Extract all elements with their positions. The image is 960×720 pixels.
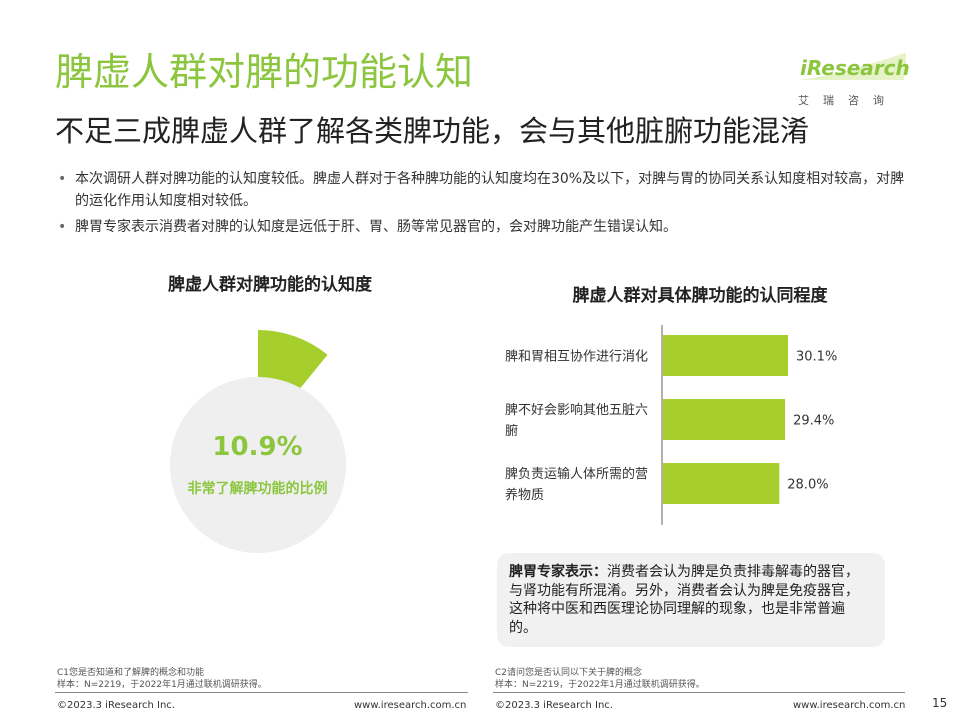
logo-cn-text: 艾瑞咨询 bbox=[798, 94, 898, 107]
bar-category-label: 养物质 bbox=[505, 487, 544, 503]
summary-bullets: 本次调研人群对脾功能的认知度较低。脾虚人群对于各种脾功能的认知度均在30%及以下… bbox=[55, 168, 915, 242]
page-number: 15 bbox=[932, 696, 948, 710]
right-chart-title: 脾虚人群对具体脾功能的认同程度 bbox=[572, 286, 828, 306]
pie-caption: 非常了解脾功能的比例 bbox=[187, 481, 328, 497]
logo-swoosh bbox=[798, 52, 906, 80]
quote-lead: 脾胃专家表示： bbox=[509, 564, 607, 580]
bar-category-label: 脾不好会影响其他五脏六 bbox=[505, 402, 648, 418]
footer-website-left: www.iresearch.com.cn bbox=[354, 700, 467, 711]
bar-value-label: 29.4% bbox=[793, 414, 834, 429]
awareness-pie-chart bbox=[170, 330, 346, 553]
bar-1 bbox=[663, 399, 786, 440]
left-chart-title: 脾虚人群对脾功能的认知度 bbox=[168, 275, 372, 295]
footer-copyright-right: ©2023.3 iResearch Inc. bbox=[495, 700, 613, 711]
bullet-item: 脾胃专家表示消费者对脾的认知度是远低于肝、胃、肠等常见器官的，会对脾功能产生错误… bbox=[55, 216, 915, 238]
quote-body: 消费者会认为脾是负责排毒解毒的器官，与肾功能有所混淆。另外，消费者会认为脾是免疫… bbox=[509, 564, 859, 636]
footer-divider-right bbox=[493, 692, 905, 693]
left-question-note: C1您是否知道和了解脾的概念和功能 bbox=[57, 668, 205, 678]
expert-quote-box: 脾胃专家表示：消费者会认为脾是负责排毒解毒的器官，与肾功能有所混淆。另外，消费者… bbox=[497, 553, 885, 647]
logo-text: iResearch bbox=[800, 56, 910, 80]
bar-value-label: 30.1% bbox=[796, 350, 837, 365]
left-sample-note: 样本：N=2219，于2022年1月通过联机调研获得。 bbox=[57, 680, 267, 690]
right-sample-note: 样本：N=2219，于2022年1月通过联机调研获得。 bbox=[495, 680, 705, 690]
footer-website-right: www.iresearch.com.cn bbox=[793, 700, 906, 711]
pie-slice-remainder-cover bbox=[170, 377, 346, 553]
bar-category-label: 脾和胃相互协作进行消化 bbox=[505, 350, 648, 365]
bar-0 bbox=[663, 335, 788, 376]
pie-value-label: 10.9% bbox=[212, 432, 303, 462]
right-question-note: C2请问您是否认同以下关于脾的概念 bbox=[495, 668, 643, 678]
footer-copyright-left: ©2023.3 iResearch Inc. bbox=[57, 700, 175, 711]
footer-divider-left bbox=[55, 692, 468, 693]
expert-quote: 脾胃专家表示：消费者会认为脾是负责排毒解毒的器官，与肾功能有所混淆。另外，消费者… bbox=[509, 563, 869, 637]
iresearch-logo: iResearch 艾瑞咨询 bbox=[796, 50, 916, 108]
page-subtitle: 不足三成脾虚人群了解各类脾功能，会与其他脏腑功能混淆 bbox=[55, 114, 810, 148]
bar-category-label: 脾负责运输人体所需的营 bbox=[505, 466, 648, 482]
bar-2 bbox=[663, 463, 780, 504]
bar-category-label: 腑 bbox=[505, 423, 518, 439]
bullet-item: 本次调研人群对脾功能的认知度较低。脾虚人群对于各种脾功能的认知度均在30%及以下… bbox=[55, 168, 915, 212]
page-title: 脾虚人群对脾的功能认知 bbox=[55, 50, 474, 94]
bar-value-label: 28.0% bbox=[787, 478, 828, 493]
